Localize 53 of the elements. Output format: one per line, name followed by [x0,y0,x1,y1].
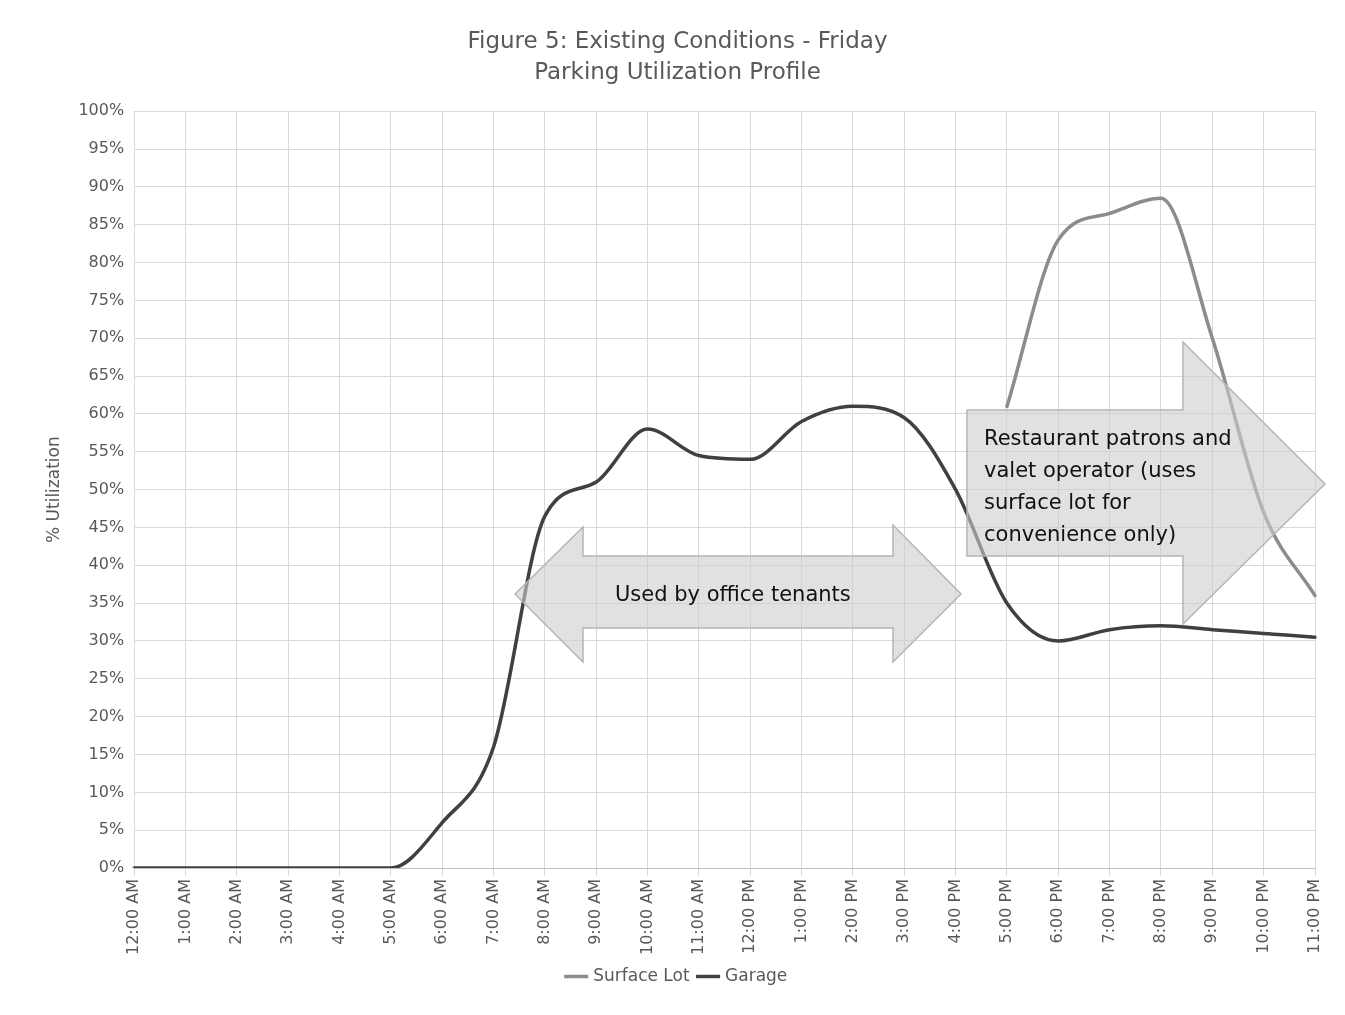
y-tick-label: 85% [88,213,125,233]
chart-subtitle: Parking Utilization Profile [534,58,821,85]
x-tick-label: 6:00 AM [431,879,451,945]
line-series [132,404,1317,869]
x-tick-label: 10:00 PM [1252,879,1272,954]
x-tick-label: 1:00 AM [174,879,194,945]
y-tick-label: 35% [88,592,125,612]
x-tick-label: 5:00 PM [996,879,1016,944]
legend-label: Garage [725,964,788,985]
y-tick-label: 60% [88,403,125,423]
legend-label: Surface Lot [593,964,690,985]
x-tick-label: 1:00 PM [790,879,810,944]
x-tick-label: 12:00 AM [123,879,143,956]
x-tick-label: 11:00 AM [688,879,708,956]
x-tick-label: 5:00 AM [380,879,400,945]
x-tick-label: 7:00 PM [1098,879,1118,944]
x-tick-label: 7:00 AM [482,879,502,945]
x-tick-label: 9:00 AM [585,879,605,945]
y-tick-label: 30% [88,630,125,650]
annotation: Restaurant patrons and valet operator (uses surface lot for convenience only) [984,425,1233,548]
y-tick-label: 15% [88,743,125,763]
y-tick-label: 90% [88,176,125,196]
y-tick-label: 20% [88,705,125,725]
y-tick-label: 55% [88,440,125,460]
y-tick-label: 80% [88,251,125,271]
x-tick-label: 6:00 PM [1047,879,1067,944]
x-tick-label: 3:00 AM [277,879,297,945]
x-tick-label: 2:00 PM [842,879,862,944]
y-tick-label: 5% [98,819,125,839]
x-tick-label: 8:00 PM [1150,879,1170,944]
y-tick-label: 65% [88,365,125,385]
chart-title: Figure 5: Existing Conditions - Friday [467,26,888,53]
y-tick-label: 95% [88,138,125,158]
x-tick-label: 9:00 PM [1201,879,1221,944]
x-tick-label: 3:00 PM [893,879,913,944]
x-tick-label: 2:00 AM [225,879,245,945]
y-tick-label: 75% [88,289,125,309]
y-tick-label: 45% [88,516,125,536]
y-tick-label: 100% [78,100,125,120]
x-tick-label: 10:00 AM [636,879,656,956]
y-tick-label: 40% [88,554,125,574]
y-tick-label: 0% [98,857,125,877]
y-axis-title: % Utilization [42,436,63,543]
x-tick-label: 4:00 AM [328,879,348,945]
y-tick-label: 50% [88,478,125,498]
x-tick-label: 4:00 PM [944,879,964,944]
x-tick-label: 12:00 PM [739,879,759,954]
x-tick-label: 11:00 PM [1304,879,1324,954]
y-tick-label: 25% [88,668,125,687]
y-tick-label: 10% [88,781,125,801]
x-tick-label: 8:00 AM [534,879,554,945]
annotation: Used by office tenants [615,581,852,608]
y-tick-label: 70% [88,327,125,347]
